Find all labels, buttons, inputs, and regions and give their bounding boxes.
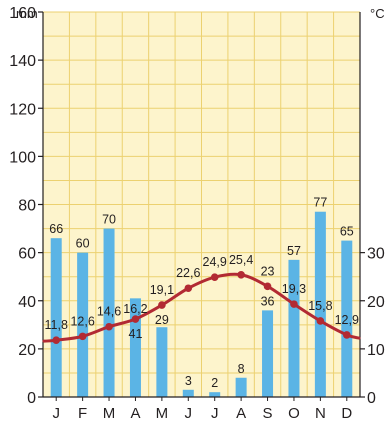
x-axis-tick-label: D [341, 405, 352, 422]
precipitation-value-label: 3 [185, 374, 192, 388]
precipitation-bar [288, 259, 300, 397]
precipitation-bar [77, 252, 89, 397]
temperature-point [290, 300, 298, 308]
left-axis-tick-label: 60 [18, 246, 36, 263]
temperature-point [131, 315, 140, 323]
temperature-point [105, 322, 113, 331]
precipitation-value-label: 60 [76, 237, 90, 251]
x-axis-tick-label: M [103, 405, 116, 422]
x-axis-tick-label: A [130, 405, 140, 422]
precipitation-value-label: 2 [211, 376, 218, 390]
left-axis-tick-label: 120 [9, 101, 36, 118]
right-axis-unit: °C [370, 6, 385, 21]
x-axis-tick-label: N [315, 405, 326, 422]
x-axis-tick-label: S [263, 405, 273, 422]
x-axis-tick-label: A [236, 405, 246, 422]
left-axis-unit: mm [16, 6, 38, 21]
precipitation-value-label: 65 [340, 225, 354, 239]
precipitation-bar [129, 298, 141, 397]
temperature-point [158, 301, 166, 309]
precipitation-bar [341, 240, 353, 397]
x-axis-tick-label: J [52, 405, 60, 422]
x-axis-tick-label: J [211, 405, 219, 422]
precipitation-bars [50, 211, 353, 397]
left-axis-tick-label: 40 [18, 294, 36, 311]
right-axis-tick-label: 10 [367, 342, 385, 359]
x-axis-tick-label: J [185, 405, 193, 422]
left-axis-tick-label: 160 [9, 5, 36, 22]
precipitation-bar [209, 392, 221, 397]
precipitation-bar [156, 327, 168, 397]
temperature-point [342, 331, 351, 339]
temperature-value-label: 12,9 [335, 313, 359, 327]
precipitation-value-label: 57 [287, 244, 301, 258]
temperature-line-layer [42, 270, 361, 345]
precipitation-bar [182, 389, 194, 397]
x-axis-tick-label: F [78, 405, 87, 422]
left-axis-tick-label: 80 [18, 198, 36, 215]
x-axis-tick-label: M [156, 405, 169, 422]
left-axis-tick-label: 20 [18, 342, 36, 359]
precipitation-bar [314, 211, 326, 397]
temperature-value-label: 23 [261, 264, 275, 278]
temperature-value-label: 24,9 [203, 255, 227, 269]
temperature-value-label: 14,6 [97, 305, 121, 319]
temperature-point [316, 317, 325, 325]
precipitation-value-label: 66 [49, 222, 63, 236]
temperature-value-label: 22,6 [176, 266, 200, 280]
x-axis-tick-label: O [288, 405, 300, 422]
temperature-point [184, 284, 193, 293]
temperature-value-label: 25,4 [229, 253, 253, 267]
precipitation-bar [235, 377, 247, 397]
left-axis-tick-label: 0 [27, 390, 36, 407]
right-axis-tick-label: 30 [367, 246, 385, 263]
precipitation-value-label: 41 [129, 327, 143, 341]
precipitation-value-label: 29 [155, 313, 169, 327]
temperature-value-label: 19,3 [282, 282, 306, 296]
temperature-value-label: 12,6 [70, 314, 94, 328]
temperature-value-label: 11,8 [45, 318, 68, 332]
temperature-value-label: 16,2 [123, 302, 147, 316]
precipitation-value-label: 8 [238, 362, 245, 376]
temperature-point [52, 336, 61, 345]
temperature-point [237, 270, 245, 279]
precipitation-bar [50, 238, 62, 397]
temperature-value-label: 19,1 [150, 283, 174, 297]
left-axis-tick-label: 140 [9, 53, 36, 70]
temperature-point [263, 282, 272, 291]
precipitation-value-label: 70 [102, 213, 116, 227]
precipitation-value-label: 36 [261, 294, 275, 308]
temperature-point [210, 273, 219, 281]
temperature-point [78, 332, 87, 341]
precipitation-bar [262, 310, 274, 397]
right-axis-tick-label: 20 [367, 294, 385, 311]
right-axis-tick-label: 0 [367, 390, 376, 407]
precipitation-value-label: 77 [313, 196, 327, 210]
left-axis-tick-label: 100 [9, 149, 36, 166]
temperature-value-label: 15,8 [308, 299, 332, 313]
precipitation-bar [103, 228, 115, 397]
